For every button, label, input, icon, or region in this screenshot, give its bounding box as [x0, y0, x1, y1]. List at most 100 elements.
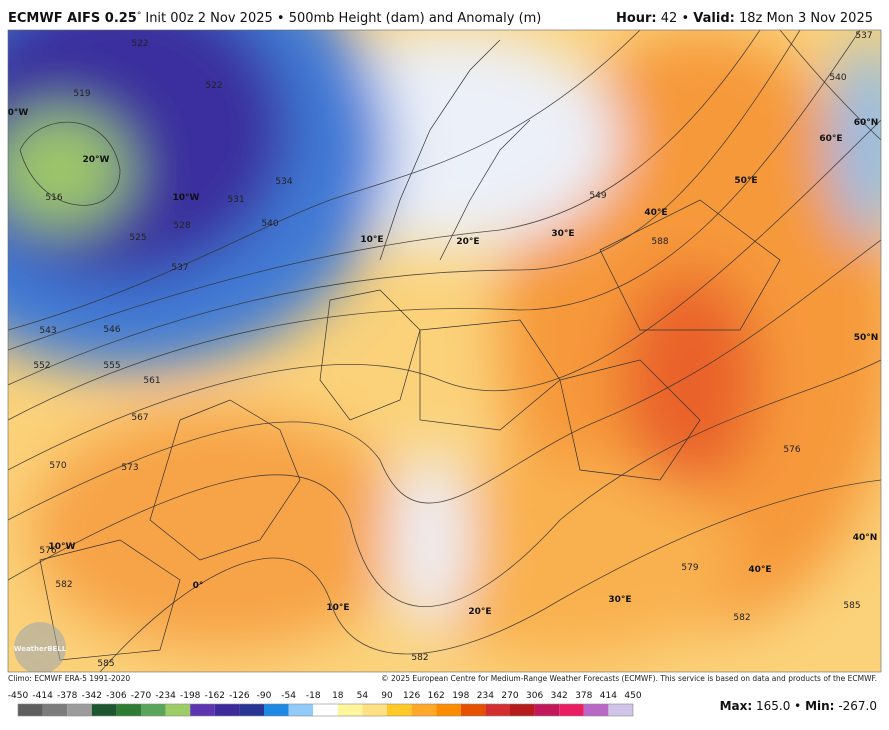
colorbar-segment — [67, 704, 92, 716]
hour-label: Hour: — [616, 11, 657, 26]
header-left: ECMWF AIFS 0.25° Init 00z 2 Nov 2025 • 50… — [8, 11, 541, 26]
contour-label: 522 — [205, 81, 222, 91]
contour-label: 585 — [843, 601, 860, 611]
colorbar-tick-label: 126 — [403, 691, 420, 701]
colorbar-tick-label: -234 — [155, 691, 176, 701]
colorbar-segment — [485, 704, 510, 716]
contour-label: 582 — [55, 580, 72, 590]
colorbar-segment — [411, 704, 437, 716]
contour-label: 531 — [227, 195, 244, 205]
colorbar-segment — [436, 704, 461, 716]
geo-label: 10°E — [360, 235, 383, 245]
colorbar-segment — [534, 704, 560, 716]
contour-label: 576 — [783, 445, 800, 455]
colorbar-segment — [608, 704, 633, 716]
contour-labels: 522 519 522 516 525 528 531 534 537 540 … — [33, 31, 872, 669]
contour-label: 576 — [39, 546, 56, 556]
contour-label: 540 — [829, 73, 846, 83]
colorbar-segment — [559, 704, 584, 716]
colorbar-tick-label: -162 — [205, 691, 225, 701]
contour-label: 561 — [143, 376, 160, 386]
colorbar-segment — [190, 704, 215, 716]
colorbar-segment — [313, 704, 338, 716]
contour-label: 582 — [733, 613, 750, 623]
colorbar-segment — [387, 704, 412, 716]
geo-label: 60°N — [854, 118, 879, 128]
colorbar-tick-label: 54 — [357, 691, 369, 701]
colorbar-tick-label: 234 — [477, 691, 494, 701]
contour-label: 573 — [121, 463, 138, 473]
contour-label: 549 — [589, 191, 606, 201]
colorbar-segment — [141, 704, 166, 716]
colorbar-tick-label: -306 — [106, 691, 127, 701]
geo-label: 40°E — [644, 208, 667, 218]
geo-labels: 0°W 20°W 10°W 10°E 20°E 30°E 40°E 50°E 6… — [8, 108, 879, 617]
colorbar-segment — [510, 704, 535, 716]
colorbar-tick-label: -198 — [180, 691, 201, 701]
geo-label: 20°W — [83, 155, 110, 165]
contour-label: 552 — [33, 361, 50, 371]
contour-label: 516 — [45, 193, 62, 203]
contour-label: 570 — [49, 461, 66, 471]
colorbar-tick-label: 342 — [551, 691, 568, 701]
climo-note: Climo: ECMWF ERA-5 1991-2020 — [8, 674, 130, 683]
colorbar-segment — [91, 704, 117, 716]
map-frame — [7, 29, 882, 673]
colorbar-tick-label: 306 — [526, 691, 543, 701]
max-label: Max: — [720, 699, 753, 713]
contour-label: 546 — [103, 325, 120, 335]
contour-label: 519 — [73, 89, 90, 99]
geo-label: 0° — [193, 581, 204, 591]
geo-label: 10°W — [173, 193, 200, 203]
valid-label: Valid: — [693, 11, 735, 26]
max: 165.0 — [756, 699, 790, 713]
colorbar-segment — [460, 704, 486, 716]
geo-label: 30°E — [551, 229, 574, 239]
colorbar-segment — [165, 704, 191, 716]
colorbar-segment — [583, 704, 609, 716]
min: -267.0 — [838, 699, 877, 713]
geo-label: 20°E — [456, 237, 479, 247]
contour-label: 567 — [131, 413, 148, 423]
separator: • — [681, 11, 689, 26]
colorbar-segment — [264, 704, 289, 716]
contour-label: 579 — [681, 563, 698, 573]
colorbar-tick-label: -54 — [281, 691, 296, 701]
logo-badge — [14, 622, 66, 672]
contour-label: 585 — [97, 659, 114, 669]
colorbar-segment — [116, 704, 141, 716]
colorbar-tick-label: -450 — [8, 691, 29, 701]
geo-label: 50°E — [734, 176, 757, 186]
logo: WeatherBELL — [14, 645, 67, 653]
hour: 42 — [661, 11, 678, 26]
subtitle: Init 00z 2 Nov 2025 • 500mb Height (dam)… — [145, 11, 541, 26]
geo-label: 30°E — [608, 595, 631, 605]
colorbar-tick-label: 90 — [381, 691, 393, 701]
colorbar-tick-label: -126 — [229, 691, 250, 701]
colorbar-tick-label: -270 — [131, 691, 152, 701]
contour-label: 525 — [129, 233, 146, 243]
colorbar-segment — [214, 704, 240, 716]
geo-label: 10°E — [326, 603, 349, 613]
geo-label: 10°W — [49, 542, 76, 552]
max-min: Max: 165.0 • Min: -267.0 — [720, 699, 877, 713]
colorbar-tick-label: -378 — [57, 691, 78, 701]
min-label: Min: — [805, 699, 834, 713]
geo-label: 50°N — [854, 333, 879, 343]
colorbar-tick-label: 162 — [428, 691, 445, 701]
contour-label: 588 — [651, 237, 668, 247]
header-right: Hour: 42 • Valid: 18z Mon 3 Nov 2025 — [616, 11, 873, 26]
colorbar-segment — [337, 704, 363, 716]
contour-label: 543 — [39, 326, 56, 336]
contour-label: 537 — [171, 263, 188, 273]
colorbar-tick-label: -90 — [257, 691, 272, 701]
contour-label: 528 — [173, 221, 190, 231]
contour-label: 555 — [103, 361, 120, 371]
colorbar-tick-label: 270 — [501, 691, 518, 701]
colorbar-segment — [362, 704, 387, 716]
colorbar-segment — [18, 704, 43, 716]
colorbar-segment — [288, 704, 314, 716]
contour-label: 582 — [411, 653, 428, 663]
colorbar-tick-label: -18 — [306, 691, 321, 701]
